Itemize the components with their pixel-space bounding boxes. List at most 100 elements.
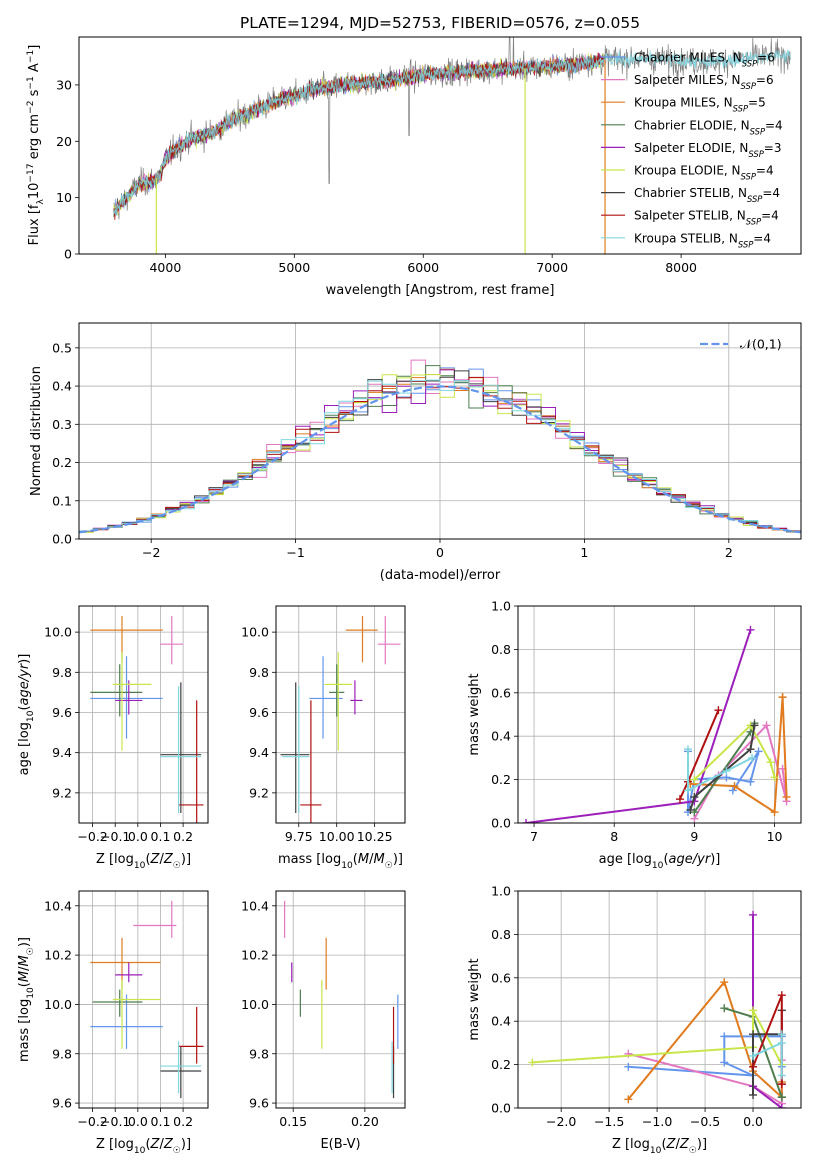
spectrum-model-line xyxy=(113,53,605,218)
errorbar-point xyxy=(178,1006,204,1064)
y-axis-label: age [log10(age/yr)] xyxy=(17,654,36,776)
plot-frame xyxy=(78,36,802,255)
plot-area-z-mass xyxy=(90,900,204,1099)
x-tick-label: 8 xyxy=(610,829,618,844)
weight-marker xyxy=(720,1058,729,1067)
legend-label: Kroupa ELODIE, NSSP=4 xyxy=(634,164,774,182)
x-tick-label: −0.2 xyxy=(77,829,107,844)
plot-area-spectrum xyxy=(113,37,791,254)
y-axis-label: Flux [fλ10−17 erg cm−2 s−1 A−1] xyxy=(26,45,46,246)
errorbar-point xyxy=(90,616,163,663)
weight-marker xyxy=(770,773,779,782)
weight-marker xyxy=(722,766,731,775)
errorbar-point xyxy=(115,962,143,983)
weight-line xyxy=(525,629,752,823)
weight-marker xyxy=(777,1071,786,1080)
plot-area-ebv-mass xyxy=(284,900,399,1099)
errorbar-point xyxy=(324,652,352,751)
weight-marker xyxy=(770,808,779,817)
x-tick-label: 0.0 xyxy=(128,829,148,844)
x-tick-label: 5000 xyxy=(278,260,310,275)
weight-marker xyxy=(714,706,723,715)
weight-line xyxy=(752,1034,783,1076)
plot-ebv-mass: 0.15 0.20 9.6 9.8 10.0 10.2 10.4 E(B-V) xyxy=(241,890,406,1152)
weight-marker xyxy=(720,978,729,987)
weight-marker xyxy=(683,786,692,795)
errorbar-point xyxy=(133,900,177,938)
legend-label: Salpeter ELODIE, NSSP=3 xyxy=(634,141,782,159)
plot-frame xyxy=(78,890,209,1109)
plot-weights-age: 7 8 9 10 0.0 0.2 0.4 0.6 0.8 1.0 age [log10(age/yr… xyxy=(467,599,802,871)
plot-mass-age: 9.75 10.00 10.25 9.2 9.4 9.6 9.8 10.0 mass [log1… xyxy=(241,605,406,871)
y-tick-label: 0.4 xyxy=(491,729,511,744)
plot-area-residuals xyxy=(79,359,801,539)
figure-title: PLATE=1294, MJD=52753, FIBERID=0576, z=0… xyxy=(240,14,640,32)
errorbar-point xyxy=(90,664,143,717)
y-tick-label: 10.2 xyxy=(241,948,269,963)
errorbar-point xyxy=(90,937,161,990)
y-tick-label: 10.0 xyxy=(241,997,269,1012)
plot-frame xyxy=(78,605,209,824)
x-tick-label: 0.2 xyxy=(173,829,193,844)
y-tick-label: 0.8 xyxy=(491,927,511,942)
weight-marker xyxy=(782,792,791,801)
y-tick-label: 9.8 xyxy=(52,1046,72,1061)
errorbar-point xyxy=(92,989,143,1017)
legend-label: Chabrier MILES, NSSP=6 xyxy=(634,51,775,69)
weight-line xyxy=(690,697,788,814)
weight-marker xyxy=(528,1058,537,1067)
plot-frame xyxy=(517,605,802,824)
weight-marker xyxy=(690,775,699,784)
weight-marker xyxy=(750,721,759,730)
y-tick-label: 0.4 xyxy=(52,379,72,394)
x-tick-label: −1 xyxy=(286,545,304,560)
x-tick-label: −0.1 xyxy=(100,829,130,844)
plot-frame xyxy=(517,890,802,1109)
y-tick-label: 1.0 xyxy=(491,884,511,899)
weight-marker xyxy=(730,782,739,791)
weight-marker xyxy=(683,745,692,754)
weight-marker xyxy=(777,1104,786,1108)
plot-spectrum: 4000 5000 6000 7000 8000 0 10 20 30 Chabrier MILE… xyxy=(26,36,802,298)
x-axis-label: wavelength [Angstrom, rest frame] xyxy=(326,283,555,298)
y-tick-label: 10.0 xyxy=(44,997,72,1012)
y-tick-label: 10.2 xyxy=(44,948,72,963)
y-tick-label: 0.2 xyxy=(491,772,511,787)
y-tick-label: 9.2 xyxy=(52,785,72,800)
x-tick-label: 0.0 xyxy=(128,1114,148,1129)
x-axis-label: E(B-V) xyxy=(320,1137,360,1152)
y-axis-label: Normed distribution xyxy=(29,366,44,496)
gaussian-curve xyxy=(79,385,801,534)
y-tick-label: 0.0 xyxy=(491,1101,511,1116)
x-tick-label: 8000 xyxy=(665,260,697,275)
y-tick-label: 9.8 xyxy=(249,1046,269,1061)
weight-marker xyxy=(766,758,775,767)
x-tick-label: 0.0 xyxy=(743,1114,763,1129)
spectrum-model-line xyxy=(113,52,605,221)
weight-marker xyxy=(749,1062,758,1071)
weight-marker xyxy=(749,1030,758,1039)
y-tick-label: 10.0 xyxy=(241,625,269,640)
x-tick-label: 0.1 xyxy=(151,1114,171,1129)
weight-line xyxy=(752,914,783,1108)
y-tick-label: 9.6 xyxy=(249,1096,269,1111)
errorbar-point xyxy=(329,664,345,717)
errorbar-point xyxy=(345,616,378,663)
x-tick-label: 0.2 xyxy=(173,1114,193,1129)
x-axis-label: Z [log10(Z/Z☉)] xyxy=(96,852,191,871)
x-axis-label: age [log10(age/yr)] xyxy=(599,852,721,871)
y-tick-label: 9.4 xyxy=(249,745,269,760)
weight-marker xyxy=(749,1051,758,1060)
x-axis-label: Z [log10(Z/Z☉)] xyxy=(96,1137,191,1156)
weight-marker xyxy=(624,1095,633,1104)
x-tick-label: −0.2 xyxy=(77,1114,107,1129)
y-tick-label: 9.6 xyxy=(52,705,72,720)
y-tick-label: 9.2 xyxy=(249,785,269,800)
errorbar-point xyxy=(160,686,202,813)
x-tick-label: −0.1 xyxy=(100,1114,130,1129)
x-tick-label: 9 xyxy=(690,829,698,844)
x-tick-label: 7 xyxy=(530,829,538,844)
weight-marker xyxy=(746,745,755,754)
errorbar-point xyxy=(350,680,363,715)
plot-area-mass-age xyxy=(280,616,401,823)
